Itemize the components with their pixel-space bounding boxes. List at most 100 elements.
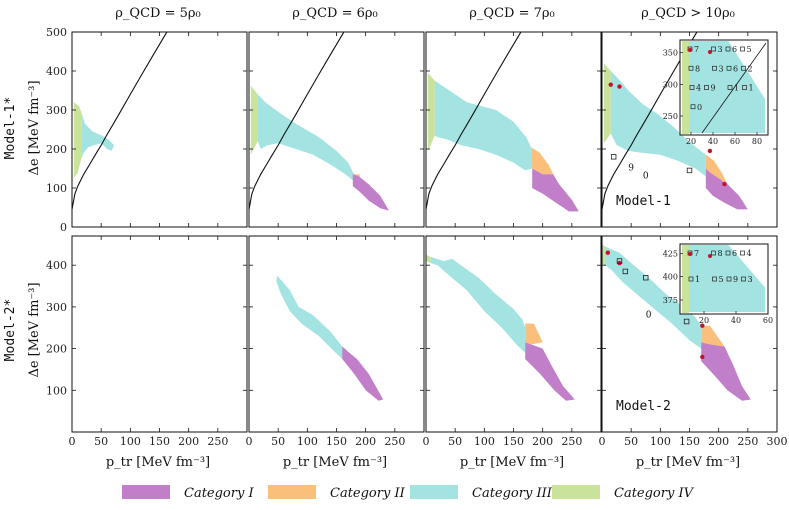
column-title-7: ρ_QCD = 7ρ₀ xyxy=(469,6,554,21)
inset-x-tick-label: 40 xyxy=(708,137,718,146)
region-category-ii xyxy=(525,323,543,345)
red-marker xyxy=(608,82,613,87)
legend-swatch xyxy=(122,485,170,499)
row-label-model-2: Model-2* xyxy=(3,299,18,362)
region-category-iv xyxy=(602,244,605,266)
inset-square-marker xyxy=(726,276,732,282)
inset-region-category-iii xyxy=(689,41,765,133)
inset-point-label: 3 xyxy=(748,275,753,284)
inset-x-tick-label: 20 xyxy=(686,137,696,146)
inset-point-label: 7 xyxy=(694,249,699,258)
x-tick-label: 150 xyxy=(679,435,700,448)
legend-swatch xyxy=(552,485,600,499)
boundary-curve xyxy=(72,32,168,210)
boundary-curve xyxy=(249,32,345,210)
legend-item-3: Category III xyxy=(410,485,553,501)
x-tick-label: 0 xyxy=(69,435,76,448)
x-tick-label: 50 xyxy=(271,435,285,448)
x-tick-label: 200 xyxy=(708,435,729,448)
model-label: Model-1 xyxy=(616,194,671,209)
x-tick-label: 100 xyxy=(120,435,141,448)
x-tick-label: 0 xyxy=(599,435,606,448)
panel-r1-c2: 0 50 100 150 200 250 xyxy=(423,235,602,448)
region-category-i xyxy=(342,346,384,401)
panel-frame xyxy=(71,235,248,433)
x-tick-label: 250 xyxy=(384,435,405,448)
inset-square-marker xyxy=(704,85,709,90)
column-title-6: ρ_QCD = 6ρ₀ xyxy=(292,6,377,21)
inset-point-label: 8 xyxy=(718,249,723,258)
region-category-i xyxy=(705,168,748,210)
region-category-iv xyxy=(426,254,431,264)
inset-square-marker xyxy=(712,276,717,282)
region-category-iii xyxy=(434,80,533,171)
panel-r0-c1 xyxy=(248,31,425,228)
red-marker xyxy=(722,181,727,187)
inset-region-category-iv xyxy=(682,41,689,134)
y-tick-label: 200 xyxy=(46,343,67,356)
panel-r0-c2 xyxy=(425,31,602,228)
inset-point-label: 2 xyxy=(748,64,753,73)
inset-y-tick-label: 250 xyxy=(663,112,678,121)
region-category-iv xyxy=(250,85,258,155)
region-category-iv xyxy=(427,72,435,151)
legend-label: Category IV xyxy=(614,486,695,501)
y-axis-labels: Δe [MeV fm⁻³] Δe [MeV fm⁻³] xyxy=(27,80,42,377)
boundary-curve xyxy=(426,32,522,210)
inset-red-marker xyxy=(708,50,712,54)
x-tick-label: 50 xyxy=(94,435,108,448)
region-category-i xyxy=(525,342,575,401)
red-marker xyxy=(605,250,611,255)
legend-item-4: Category IV xyxy=(552,485,695,501)
inset-square-marker xyxy=(741,276,746,282)
inset-point-label: 4 xyxy=(747,249,752,258)
y-tick-label: 400 xyxy=(46,65,67,78)
x-tick-label: 100 xyxy=(474,435,495,448)
inset-square-marker xyxy=(711,250,716,256)
region-category-iii xyxy=(276,275,347,359)
inset-frame xyxy=(679,243,769,315)
legend-swatch xyxy=(268,485,316,499)
inset-y-tick-label: 425 xyxy=(663,249,678,258)
annotation-label: 9 xyxy=(628,163,634,173)
x-tick-label: 0 xyxy=(423,435,430,448)
y-tick-label: 100 xyxy=(46,182,67,195)
inset-point-label: 3 xyxy=(718,45,723,54)
inset-y-tick-label: 350 xyxy=(663,49,678,58)
region-category-iii xyxy=(81,112,114,159)
inset-red-marker xyxy=(708,254,712,258)
inset-square-marker xyxy=(688,276,694,282)
x-tick-label: 100 xyxy=(297,435,318,448)
y-tick-label: 300 xyxy=(46,301,67,314)
model-label: Model-2 xyxy=(616,399,671,414)
x-tick-label: 50 xyxy=(448,435,462,448)
x-axis-label-2: p_tr [MeV fm⁻³] xyxy=(283,455,387,470)
inset-point-label: 5 xyxy=(719,275,724,284)
panel-content xyxy=(249,32,389,211)
inset-square-marker xyxy=(727,85,733,90)
inset-y-tick-label: 300 xyxy=(663,80,678,89)
x-tick-label: 150 xyxy=(326,435,347,448)
inset-y-tick-label: 400 xyxy=(663,273,678,282)
legend-item-1: Category I xyxy=(122,485,254,501)
square-marker xyxy=(622,268,629,275)
x-axis-label-1: p_tr [MeV fm⁻³] xyxy=(106,455,210,470)
inset-point-label: 9 xyxy=(733,275,738,284)
red-marker xyxy=(617,84,622,89)
x-axis-labels: p_tr [MeV fm⁻³] p_tr [MeV fm⁻³] p_tr [Me… xyxy=(106,455,740,470)
annotation-label: 0 xyxy=(646,310,652,320)
annotation-label: 0 xyxy=(643,171,649,181)
inset-point-label: 7 xyxy=(694,45,699,54)
column-titles: ρ_QCD = 5ρ₀ ρ_QCD = 6ρ₀ ρ_QCD = 7ρ₀ ρ_QC… xyxy=(115,6,735,21)
inset-point-label: 1 xyxy=(749,84,754,93)
inset-square-marker xyxy=(740,46,745,52)
inset-y-tick-label: 375 xyxy=(663,296,678,305)
inset-point-label: 3 xyxy=(719,64,724,73)
region-category-iv xyxy=(603,63,611,144)
panel-r1-c0: 0 50 100 150 200 250 100 200 300 400 xyxy=(46,235,248,448)
region-category-i xyxy=(701,342,751,401)
panel-content: 0 xyxy=(602,244,751,401)
legend: Category I Category II Category III Categor… xyxy=(122,485,695,501)
